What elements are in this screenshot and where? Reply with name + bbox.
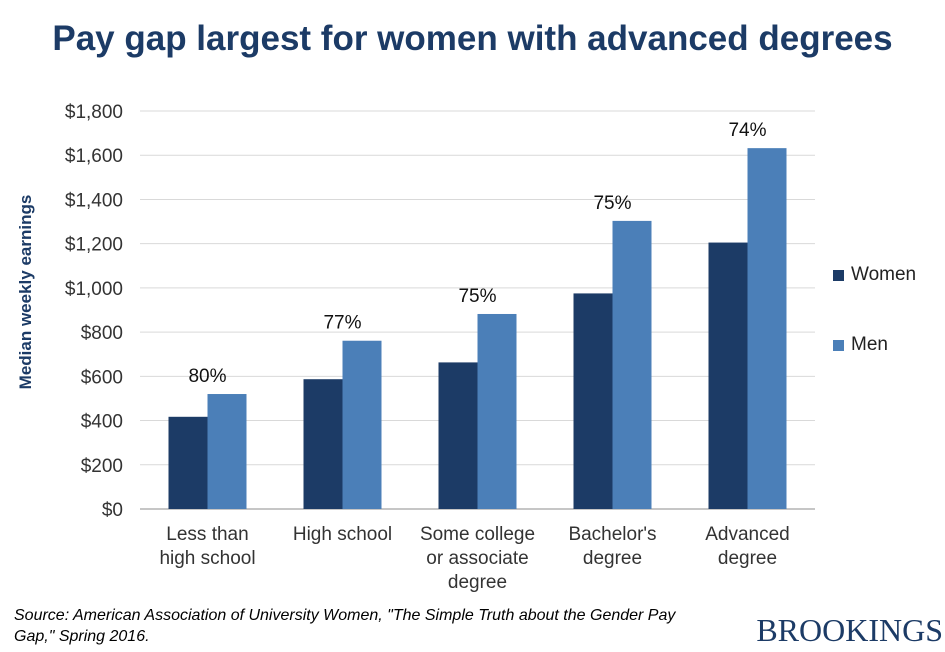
pay-ratio-label: 80% [188,366,226,387]
source-note: Source: American Association of Universi… [14,607,676,645]
legend-swatch-women [833,269,844,281]
pay-ratio-label: 77% [323,313,361,334]
bar-women [708,242,748,510]
x-tick-label: High school [293,524,392,545]
bar-men [207,394,247,509]
x-tick-label: degree [718,548,777,569]
brookings-logo: BROOKINGS [756,612,943,648]
x-tick-label: Advanced [705,524,790,545]
bar-men [342,340,382,509]
x-tick-label: degree [583,548,642,569]
legend-label-women: Women [851,264,917,285]
x-tick-label: degree [448,572,507,593]
x-tick-label: Bachelor's [568,524,656,545]
x-tick-label: Some college [420,524,535,545]
bar-men [747,148,787,509]
legend-item-men: Men [833,334,888,356]
bar-women [303,379,343,509]
pay-ratio-label: 75% [458,286,496,307]
bar-women [168,416,208,509]
y-tick-label: $1,000 [65,279,123,300]
pay-ratio-label: 74% [728,120,766,141]
bar-men [477,313,517,509]
y-tick-label: $1,200 [65,235,123,256]
pay-ratio-label: 75% [593,193,631,214]
bar-women [573,293,613,509]
y-tick-label: $600 [81,367,123,388]
x-tick-label: Less than [166,524,248,545]
legend-label-men: Men [851,334,888,355]
x-tick-label: high school [159,548,255,569]
y-tick-label: $200 [81,456,123,477]
x-tick-label: or associate [426,548,528,569]
y-tick-label: $800 [81,323,123,344]
bar-women [438,362,478,509]
chart-title: Pay gap largest for women with advanced … [52,19,893,58]
y-tick-label: $1,800 [65,102,123,123]
legend-swatch-men [833,339,844,351]
legend-item-women: Women [833,264,916,286]
bar-men [612,220,652,510]
y-tick-label: $0 [102,500,123,521]
y-tick-label: $1,600 [65,146,123,167]
y-tick-label: $400 [81,412,123,433]
y-tick-label: $1,400 [65,190,123,211]
